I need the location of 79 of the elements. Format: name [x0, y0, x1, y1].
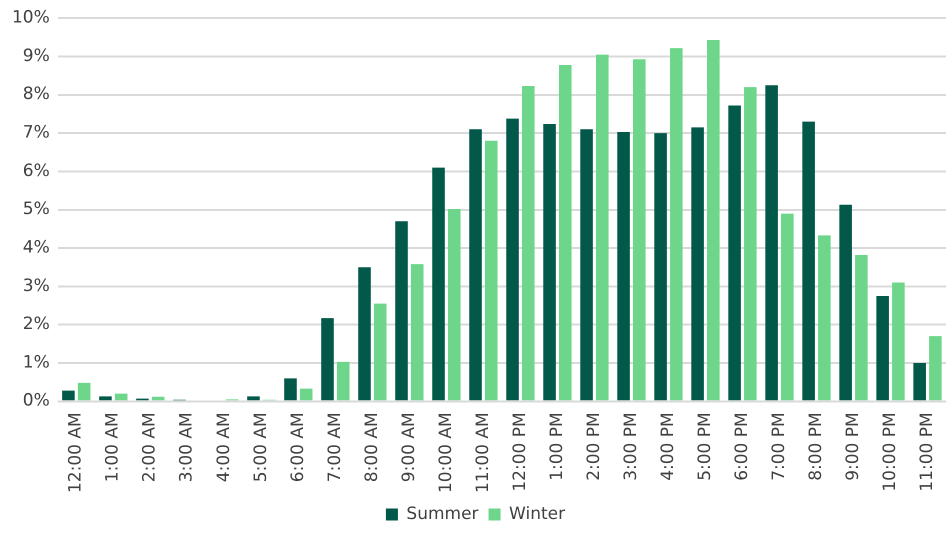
x-tick-label: 3:00 PM [620, 412, 641, 481]
x-tick-label: 9:00 PM [842, 412, 863, 481]
x-tick-label: 2:00 AM [140, 412, 160, 482]
x-tick-label: 6:00 AM [288, 412, 308, 482]
bar [744, 87, 757, 400]
bar [781, 214, 794, 400]
x-tick-label: 2:00 PM [584, 412, 604, 481]
y-tick-label: 0% [22, 390, 50, 411]
x-tick-label: 7:00 AM [324, 412, 345, 482]
bar [596, 54, 609, 400]
bar [728, 106, 741, 400]
bar [152, 396, 164, 400]
bar [802, 122, 815, 400]
bar [654, 133, 667, 400]
bar [506, 118, 519, 400]
x-tick-label: 12:00 AM [66, 412, 86, 494]
bar [336, 362, 350, 400]
x-tick-label: 8:00 AM [362, 412, 382, 482]
bar [78, 382, 90, 400]
x-tick-label: 7:00 PM [768, 412, 789, 481]
y-tick-label: 3% [22, 276, 50, 296]
x-tick-label: 1:00 PM [546, 412, 567, 481]
bar [469, 129, 482, 400]
bar [114, 394, 128, 400]
bar [321, 318, 334, 400]
bar [410, 264, 424, 400]
legend-label: Winter [509, 504, 566, 524]
bar [558, 64, 572, 400]
x-tick-label: 9:00 AM [398, 412, 419, 482]
bar [818, 235, 831, 400]
x-tick-label: 4:00 AM [214, 412, 234, 482]
bar [395, 221, 408, 400]
x-tick-label: 10:00 AM [436, 412, 456, 494]
bar [876, 296, 889, 400]
bar [617, 132, 630, 400]
x-tick-label: 5:00 AM [250, 412, 271, 482]
bar [62, 390, 75, 400]
y-tick-label: 1% [22, 352, 50, 372]
x-tick-label: 6:00 PM [732, 412, 752, 481]
bar [855, 254, 868, 400]
x-tick-label: 5:00 PM [694, 412, 715, 481]
bar [670, 48, 683, 400]
bar [99, 396, 112, 400]
bar [691, 127, 704, 400]
y-tick-label: 8% [22, 84, 50, 104]
bar [765, 85, 778, 400]
y-tick-label: 5% [22, 199, 50, 220]
y-tick-label: 2% [22, 314, 50, 334]
x-tick-label: 1:00 AM [102, 412, 123, 482]
bar [284, 378, 297, 400]
bar [484, 140, 498, 400]
x-tick-label: 10:00 PM [880, 412, 900, 492]
bar [892, 282, 905, 400]
x-tick-label: 11:00 PM [916, 412, 937, 492]
bar [522, 86, 535, 400]
bar [247, 396, 260, 400]
x-tick-label: 11:00 AM [472, 412, 493, 494]
bar [448, 208, 461, 400]
x-tick-label: 4:00 PM [658, 412, 678, 481]
bar [633, 59, 646, 400]
x-tick-label: 12:00 PM [510, 412, 530, 492]
y-tick-label: 4% [22, 237, 50, 258]
bar [374, 304, 387, 400]
bar [929, 336, 942, 400]
x-tick-label: 8:00 PM [806, 412, 826, 481]
bar [300, 388, 313, 400]
bar [543, 124, 556, 400]
bar [580, 129, 593, 400]
bar [839, 204, 852, 400]
y-tick-label: 9% [22, 46, 50, 66]
legend-label: Summer [406, 504, 479, 524]
bar [432, 168, 445, 400]
y-tick-label: 6% [22, 160, 50, 181]
bar [913, 363, 926, 400]
y-tick-label: 7% [22, 122, 50, 143]
bar [707, 40, 720, 400]
x-tick-label: 3:00 AM [176, 412, 197, 482]
y-tick-label: 10% [12, 8, 50, 28]
bar [358, 267, 371, 400]
